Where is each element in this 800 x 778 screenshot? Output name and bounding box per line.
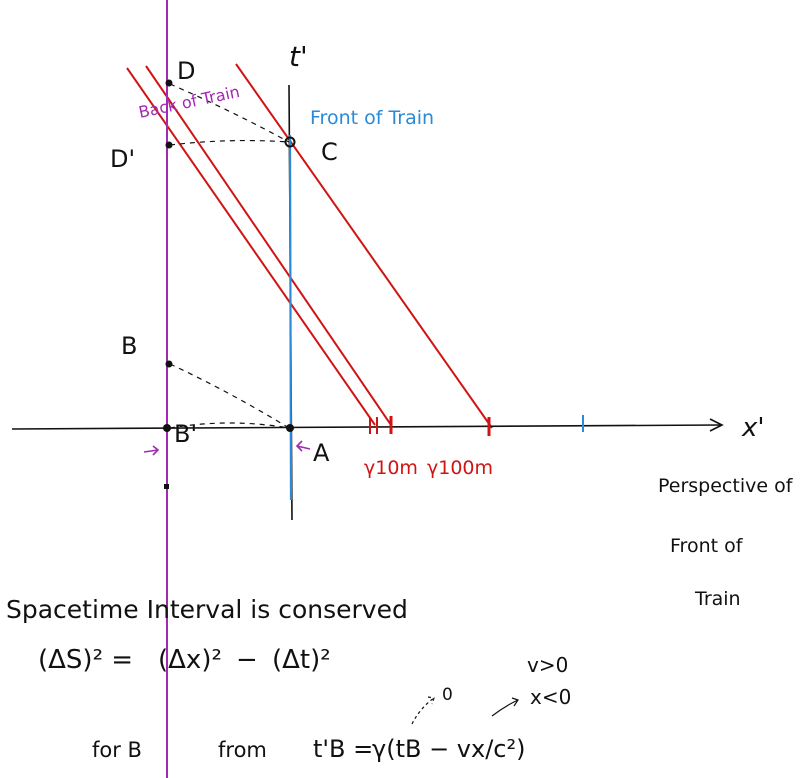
condition-x: x<0	[530, 685, 571, 709]
event-points	[163, 79, 296, 489]
interval-formula-term1: (Δx)²	[158, 645, 222, 675]
arrow-to-conditions	[491, 697, 519, 717]
condition-v: v>0	[527, 653, 568, 677]
gamma-100-label: γ100m	[427, 457, 493, 479]
from-label: from	[218, 738, 267, 762]
point-lower-mark	[164, 484, 169, 489]
dashed-b-to-a	[169, 363, 290, 429]
interval-formula-minus: −	[236, 645, 258, 675]
annotation-arrows	[411, 696, 519, 725]
x-prime-axis-label: x'	[741, 413, 765, 443]
front-of-train-worldline	[288, 134, 293, 501]
t-prime-axis-label: t'	[289, 40, 308, 73]
point-d	[165, 79, 173, 87]
dashed-d-to-c	[169, 83, 290, 143]
for-b-label: for B	[92, 738, 142, 762]
dashed-dprime-to-c	[169, 139, 290, 146]
x-axis-ticks	[369, 415, 584, 436]
interval-formula-lhs: (ΔS)² =	[38, 645, 133, 675]
label-c: C	[321, 138, 338, 166]
x-axis-arrowhead	[709, 418, 724, 432]
interval-title: Spacetime Interval is conserved	[6, 595, 408, 624]
perspective-line-2: Front of	[670, 535, 744, 557]
back-of-train-label: Back of Train	[137, 82, 242, 122]
point-b	[165, 360, 173, 368]
label-a: A	[313, 439, 330, 467]
interval-formula-term2: (Δt)²	[272, 645, 331, 675]
light-line-1	[126, 67, 376, 426]
point-bprime	[163, 424, 171, 432]
arrow-to-bprime	[143, 445, 160, 456]
perspective-line-1: Perspective of	[658, 475, 794, 497]
x-prime-axis	[11, 424, 723, 430]
dashed-curves	[169, 83, 290, 429]
light-line-2	[145, 65, 392, 426]
point-c	[284, 136, 296, 148]
label-dprime: D'	[110, 145, 135, 173]
light-lines	[126, 63, 493, 429]
zero-mark: 0	[442, 685, 453, 705]
gamma-10-label: γ10m	[364, 457, 418, 479]
front-of-train-label: Front of Train	[310, 107, 434, 129]
point-dprime	[165, 141, 173, 149]
point-a	[286, 424, 294, 432]
label-bprime: B'	[174, 420, 197, 448]
label-d: D	[177, 57, 195, 85]
perspective-line-3: Train	[694, 588, 741, 610]
lorentz-rhs: γ(tB − vx/c²)	[372, 735, 525, 763]
arrow-to-a	[295, 440, 311, 452]
dashed-bprime-to-a	[169, 422, 290, 429]
lorentz-lhs: t'B =	[313, 735, 373, 763]
arrow-to-zero	[411, 696, 435, 725]
label-b: B	[121, 332, 137, 360]
light-line-3	[235, 63, 493, 429]
pointer-marks	[143, 440, 311, 456]
